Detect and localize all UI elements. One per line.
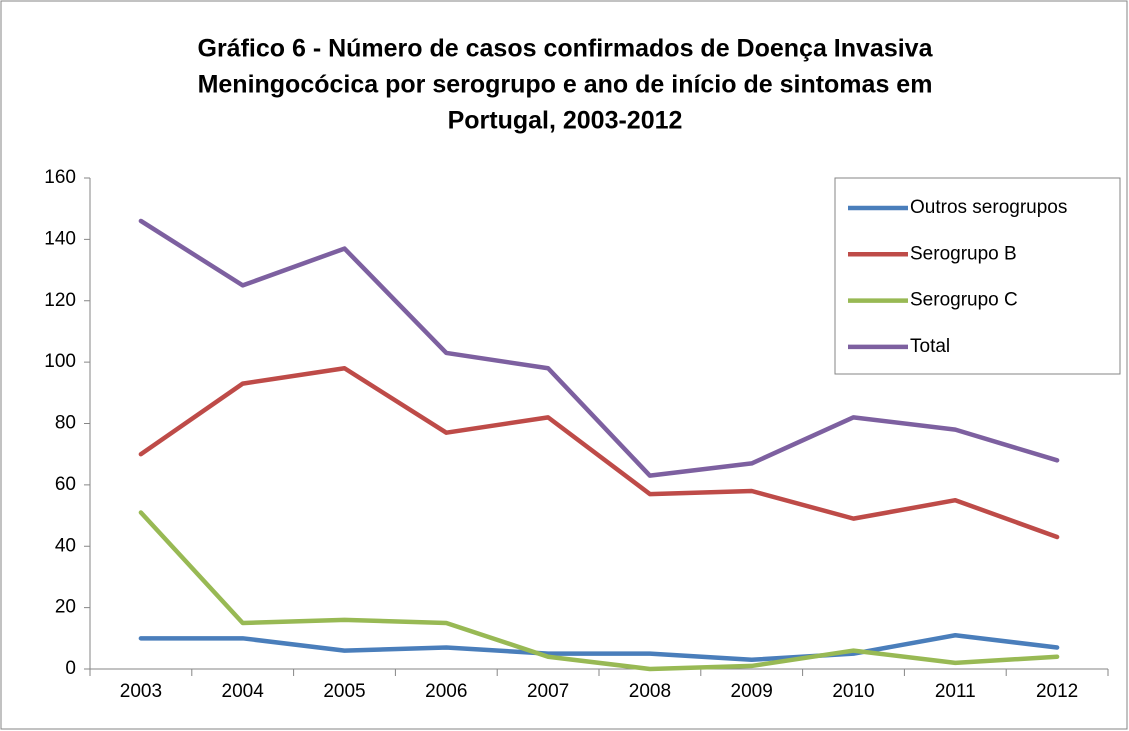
- x-tick-label: 2009: [731, 681, 773, 702]
- y-tick-label: 20: [55, 597, 76, 618]
- series-line: [138, 510, 1060, 672]
- x-tick-label: 2011: [935, 681, 976, 702]
- y-tick-label: 40: [55, 535, 76, 556]
- legend-label: Serogrupo B: [910, 243, 1017, 264]
- x-tick-label: 2005: [323, 681, 365, 702]
- x-tick-label: 2008: [629, 681, 671, 702]
- y-tick-label: 100: [44, 351, 76, 372]
- y-tick-label: 60: [55, 474, 76, 495]
- y-tick-label: 140: [44, 228, 76, 249]
- y-tick-label: 160: [44, 167, 76, 188]
- y-tick-label: 120: [44, 290, 76, 311]
- legend-label: Outros serogrupos: [910, 197, 1067, 218]
- x-tick-label: 2012: [1036, 681, 1078, 702]
- x-tick-label: 2006: [425, 681, 467, 702]
- y-tick-label: 0: [65, 658, 76, 679]
- x-tick-label: 2007: [527, 681, 569, 702]
- y-tick-label: 80: [55, 413, 76, 434]
- series-line: [138, 218, 1060, 478]
- legend-label: Total: [910, 336, 950, 357]
- series-line: [138, 632, 1060, 663]
- legend-box: [834, 177, 1121, 375]
- x-tick-label: 2010: [832, 681, 874, 702]
- chart-title: Gráfico 6 - Número de casos confirmados …: [198, 35, 934, 63]
- legend-label: Serogrupo C: [910, 290, 1018, 311]
- x-tick-label: 2004: [222, 681, 265, 702]
- chart-title: Portugal, 2003-2012: [448, 107, 683, 135]
- series-line: [138, 366, 1060, 540]
- x-tick-label: 2003: [120, 681, 162, 702]
- chart-title: Meningocócica por serogrupo e ano de iní…: [198, 71, 933, 99]
